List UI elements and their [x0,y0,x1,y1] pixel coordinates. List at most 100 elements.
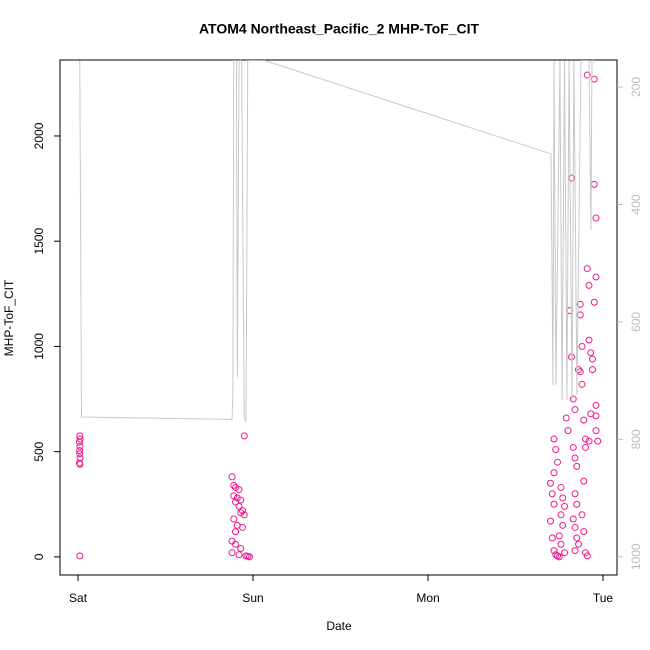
data-point [580,416,588,424]
data-point [555,553,563,561]
data-point [590,75,598,83]
data-point [583,71,591,79]
data-point [240,511,248,519]
data-point [585,281,593,289]
data-point [76,552,84,560]
data-point [571,406,579,414]
data-point [573,462,581,470]
pressure-line [79,60,595,423]
y-tick-label: 1000 [32,333,46,360]
data-point [594,437,602,445]
y2-tick-label: 200 [629,77,643,97]
data-point [237,544,245,552]
data-point [569,395,577,403]
y2-tick-label: 400 [629,194,643,214]
y-tick-label: 2000 [32,122,46,149]
data-point [230,492,238,500]
data-point [552,446,560,454]
y-tick-label: 0 [32,553,46,560]
data-point [232,483,240,491]
data-point [554,552,562,560]
data-point [587,349,595,357]
data-point [559,521,567,529]
data-point [575,540,583,548]
data-point [75,438,83,446]
data-point [587,410,595,418]
data-point [547,517,555,525]
data-point [232,528,240,536]
data-point [550,469,558,477]
x-tick-label: Sat [69,591,88,605]
data-point [239,523,247,531]
data-point [235,502,243,510]
data-point [582,435,590,443]
data-point [575,366,583,374]
data-point [592,214,600,222]
data-point [576,311,584,319]
data-point [590,180,598,188]
data-point [76,460,84,468]
data-point [547,479,555,487]
y2-tick-label: 600 [629,312,643,332]
data-point [240,432,248,440]
data-point [76,450,84,458]
data-point [571,523,579,531]
data-point [578,380,586,388]
data-point [573,500,581,508]
data-point [578,342,586,350]
data-point [230,481,238,489]
data-point [592,273,600,281]
data-point [76,447,84,455]
data-point [569,515,577,523]
data-point [585,437,593,445]
data-point [592,401,600,409]
plot-box [59,59,618,576]
data-point [571,490,579,498]
data-point [232,540,240,548]
data-point [583,552,591,560]
data-point [555,532,563,540]
chart-title: ATOM4 Northeast_Pacific_2 MHP-ToF_CIT [199,21,480,37]
data-point [573,534,581,542]
data-point [561,502,569,510]
data-point [580,477,588,485]
x-tick-label: Mon [416,591,439,605]
data-point [548,490,556,498]
x-axis-label: Date [326,619,352,633]
data-point [557,483,565,491]
data-point [585,336,593,344]
y-tick-label: 1500 [32,228,46,255]
data-point [583,265,591,273]
plot-area [75,60,602,561]
data-point [580,528,588,536]
data-point [554,458,562,466]
data-point [578,511,586,519]
data-point [582,443,590,451]
data-point [589,366,597,374]
data-point [246,553,254,561]
data-point [589,355,597,363]
data-point [564,427,572,435]
y2-tick-label: 1000 [629,543,643,570]
data-point [239,507,247,515]
data-point [550,435,558,443]
data-point [557,540,565,548]
data-point [576,300,584,308]
data-point [548,534,556,542]
data-point [557,511,565,519]
data-point [228,473,236,481]
data-point [569,443,577,451]
data-point [230,515,238,523]
data-point [76,435,84,443]
y2-tick-label: 800 [629,429,643,449]
data-point [590,298,598,306]
data-point [562,414,570,422]
data-point [235,551,243,559]
data-point [233,494,241,502]
y-axis-label: MHP-ToF_CIT [2,279,16,356]
data-point [237,509,245,517]
data-point [550,500,558,508]
data-point [235,486,243,494]
x-tick-label: Sun [242,591,263,605]
